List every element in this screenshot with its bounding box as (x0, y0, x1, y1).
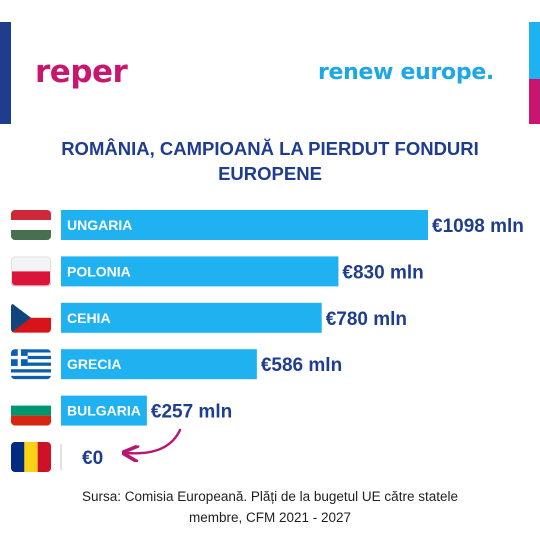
bar-category-label: BULGARIA (67, 403, 141, 419)
bar-polonia (61, 256, 339, 287)
bar-ungaria (61, 210, 428, 240)
chart-title: ROMÂNIA, CAMPIOANĂ LA PIERDUT FONDURI EU… (20, 136, 520, 186)
chart-title-line-2: EUROPENE (218, 163, 322, 184)
bar-cehia (61, 302, 322, 333)
bar-value-label: €1098 mln (432, 216, 524, 237)
source-line-2: membre, CFM 2021 - 2027 (188, 510, 352, 525)
bar-value-label: €586 mln (261, 355, 342, 376)
bar-category-label: GRECIA (67, 356, 121, 372)
source-line-1: Sursa: Comisia Europeană. Plăți de la bu… (82, 489, 458, 504)
bulgaria-flag-icon (11, 395, 51, 426)
chart-title-line-1: ROMÂNIA, CAMPIOANĂ LA PIERDUT FONDURI (61, 138, 479, 159)
right-edge-blue (529, 22, 540, 80)
right-edge-magenta (529, 79, 540, 124)
greece-flag-icon (11, 349, 51, 380)
poland-flag-icon (11, 256, 51, 287)
bar-category-label: POLONIA (67, 263, 131, 279)
annotation-arrow (127, 428, 182, 453)
bar-value-label: €257 mln (151, 402, 232, 423)
bar-value-label: €780 mln (326, 309, 407, 330)
romania-flag-icon (11, 442, 51, 472)
right-edge-accent (529, 22, 540, 124)
hungary-flag-icon (11, 210, 51, 240)
bar-value-label: €830 mln (342, 262, 423, 283)
source-note: Sursa: Comisia Europeană. Plăți de la bu… (20, 486, 520, 528)
renew-europe-logo: renew europe. (317, 60, 494, 85)
bar-value-label: €0 (82, 448, 103, 469)
czechia-flag-icon (11, 302, 51, 333)
bar-category-label: CEHIA (67, 310, 111, 326)
bar-bulgaria (61, 395, 147, 426)
left-edge-accent (0, 22, 11, 124)
bar-category-label: UNGARIA (67, 217, 132, 233)
left-edge-blue (0, 22, 11, 124)
bar-grecia (61, 349, 257, 380)
reper-logo: reper (35, 54, 128, 90)
